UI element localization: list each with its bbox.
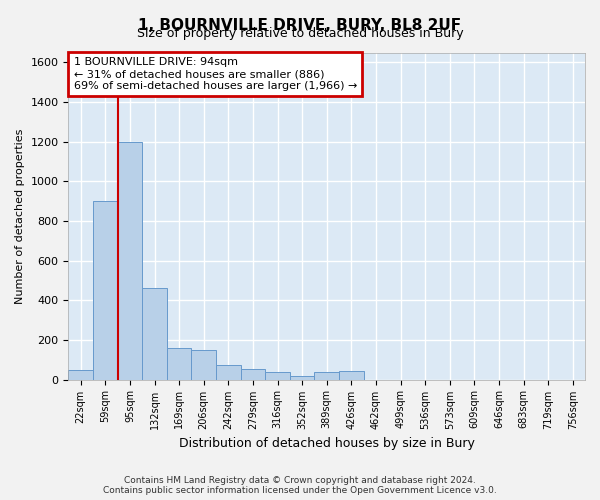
X-axis label: Distribution of detached houses by size in Bury: Distribution of detached houses by size …: [179, 437, 475, 450]
Bar: [265, 372, 290, 380]
Bar: [191, 350, 216, 380]
Bar: [118, 142, 142, 380]
Text: Contains HM Land Registry data © Crown copyright and database right 2024.
Contai: Contains HM Land Registry data © Crown c…: [103, 476, 497, 495]
Y-axis label: Number of detached properties: Number of detached properties: [15, 128, 25, 304]
Bar: [339, 370, 364, 380]
Bar: [290, 376, 314, 380]
Bar: [142, 288, 167, 380]
Text: 1, BOURNVILLE DRIVE, BURY, BL8 2UF: 1, BOURNVILLE DRIVE, BURY, BL8 2UF: [139, 18, 461, 32]
Bar: [93, 201, 118, 380]
Bar: [314, 372, 339, 380]
Bar: [241, 368, 265, 380]
Bar: [167, 348, 191, 380]
Text: Size of property relative to detached houses in Bury: Size of property relative to detached ho…: [137, 28, 463, 40]
Bar: [216, 364, 241, 380]
Bar: [68, 370, 93, 380]
Text: 1 BOURNVILLE DRIVE: 94sqm
← 31% of detached houses are smaller (886)
69% of semi: 1 BOURNVILLE DRIVE: 94sqm ← 31% of detac…: [74, 58, 357, 90]
